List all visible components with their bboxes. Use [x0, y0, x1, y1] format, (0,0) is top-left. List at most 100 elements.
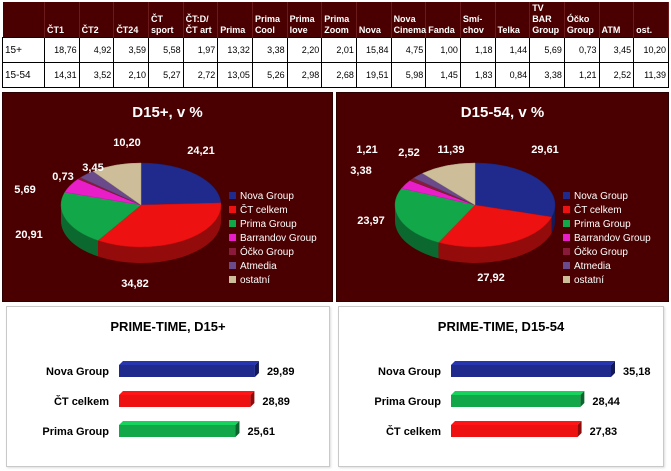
legend-entry: Prima Group — [574, 219, 631, 230]
header-line2: Group — [532, 25, 560, 35]
legend-swatch — [229, 276, 236, 283]
pie-slice-side — [61, 205, 99, 257]
table-cell: 3,38 — [251, 37, 288, 63]
legend-entry: ostatní — [240, 275, 270, 286]
pie-slice — [60, 191, 142, 241]
header-line2: Telka — [497, 25, 520, 35]
pie-chart-d15-54: D15-54, v % 29,61 27,92 23,97 3,38 1,21 2,52 11… — [350, 104, 651, 286]
legend-swatch — [563, 276, 570, 283]
pie-value-label: 11,39 — [438, 144, 465, 156]
pie-slice-side — [438, 216, 552, 263]
bar-value-label: 29,89 — [267, 366, 295, 378]
pie-slice-side — [551, 205, 555, 233]
table-cell: 5,69 — [529, 37, 565, 63]
legend-entry: Nova Group — [240, 191, 294, 202]
table-body: 15+ 18,76 4,92 3,59 5,58 1,97 13,32 3,38 2,20 2,0… — [2, 37, 669, 88]
table-row: 15+ 18,76 4,92 3,59 5,58 1,97 13,32 3,38 2,20 2,0… — [2, 37, 669, 63]
table-header-cell: Nova Cinema — [391, 2, 427, 38]
legend-swatch — [229, 220, 236, 227]
legend-swatch — [563, 206, 570, 213]
bar-side — [254, 361, 259, 377]
pie-value-label: 24,21 — [187, 145, 215, 157]
legend-swatch — [229, 234, 236, 241]
legend-entry: Óčko Group — [574, 245, 628, 258]
bar — [119, 395, 251, 407]
table-cell: 5,98 — [390, 62, 427, 88]
table-cell: 2,20 — [286, 37, 323, 63]
bar-category-label: ČT celkem — [54, 395, 109, 408]
bar-title: PRIME-TIME, D15-54 — [438, 319, 565, 334]
header-line2: ČT1 — [47, 25, 65, 35]
legend-swatch — [229, 248, 236, 255]
pie-value-label: 10,20 — [113, 137, 141, 149]
table-header-cell: ČT sport — [148, 2, 184, 38]
header-line1: Prima — [324, 14, 350, 24]
table-cell: 2,10 — [113, 62, 149, 88]
table-header-cell: Prima — [217, 2, 253, 38]
legend-swatch — [563, 220, 570, 227]
bar-chart-prime-d15-54: PRIME-TIME, D15-54 Nova Group 35,18 Prima G… — [374, 319, 651, 438]
table-cell: 3,59 — [113, 37, 149, 63]
header-line1: ČT — [150, 14, 163, 24]
pie-chart-d15plus: D15+, v % 24,21 34,82 20,91 5,69 0,73 3,45 10,2… — [14, 104, 317, 290]
bar-value-label: 28,89 — [262, 396, 290, 408]
row-label: 15+ — [2, 37, 45, 63]
table-cell: 5,58 — [147, 37, 184, 63]
table-cell: 3,52 — [78, 62, 115, 88]
pie-slice-side — [395, 205, 439, 259]
bar-value-label: 35,18 — [623, 366, 651, 378]
pie-slice — [421, 162, 476, 206]
pie-title: D15+, v % — [132, 104, 202, 121]
table-header-cell: ČT1 — [44, 2, 80, 38]
bar-side — [580, 391, 585, 407]
bar-category-label: Nova Group — [378, 366, 441, 378]
header-line1: TV BAR — [532, 3, 552, 24]
bar — [119, 365, 255, 377]
bar-top — [451, 391, 585, 395]
table-cell: 14,31 — [44, 62, 80, 88]
header-line2: ČT24 — [116, 25, 139, 35]
header-line2: Zoom — [324, 25, 349, 35]
pie-slice-side — [98, 205, 221, 263]
table-cell: 13,05 — [217, 62, 253, 88]
legend-entry: Óčko Group — [240, 245, 294, 258]
table-cell: 1,18 — [459, 37, 496, 63]
table-header-cell: Óčko Group — [564, 2, 600, 38]
table-cell: 4,92 — [78, 37, 115, 63]
table-cell: 2,98 — [286, 62, 323, 88]
pie-slice — [474, 162, 556, 218]
bar-category-label: Prima Group — [42, 426, 109, 438]
table-header-cell: Fanda — [425, 2, 461, 38]
bar-top — [451, 421, 582, 425]
pie-value-label: 3,38 — [350, 165, 371, 177]
bar-value-label: 27,83 — [590, 426, 618, 438]
table-cell: 1,83 — [459, 62, 496, 88]
table-header-cell: Prima Zoom — [321, 2, 357, 38]
bar-top — [119, 361, 259, 365]
table-header-cell: TV BAR Group — [529, 2, 565, 38]
header-line2: ATM — [601, 25, 621, 35]
bar — [451, 425, 578, 437]
bar-chart-prime-d15plus: PRIME-TIME, D15+ Nova Group 29,89 ČT celkem… — [42, 319, 295, 438]
table-header-cell — [2, 2, 45, 38]
pie-value-label: 2,52 — [398, 147, 419, 159]
table-cell: 1,21 — [563, 62, 600, 88]
legend-entry: Barrandov Group — [240, 233, 317, 244]
bar-side — [611, 361, 615, 377]
bar-value-label: 28,44 — [592, 396, 620, 408]
pie-panel-d15-54: D15-54, v % 29,61 27,92 23,97 3,38 1,21 2,52 11… — [336, 92, 669, 302]
bar-top — [119, 391, 255, 395]
table-header-cell: Nova — [356, 2, 392, 38]
bar-value-label: 25,61 — [247, 426, 275, 438]
bar-category-label: Prima Group — [374, 396, 441, 408]
table-header-cell: Prima Cool — [252, 2, 288, 38]
pie-value-label: 5,69 — [14, 184, 35, 196]
pie-value-label: 27,92 — [477, 272, 505, 284]
bar-panel-prime-d15plus: PRIME-TIME, D15+ Nova Group 29,89 ČT celkem… — [6, 306, 330, 467]
header-line2: ost. — [636, 25, 653, 35]
pie-slice — [438, 204, 553, 248]
bar-top — [451, 361, 615, 365]
table-cell: 1,00 — [425, 37, 461, 63]
table-cell: 5,27 — [147, 62, 184, 88]
table-cell: 11,39 — [633, 62, 669, 88]
